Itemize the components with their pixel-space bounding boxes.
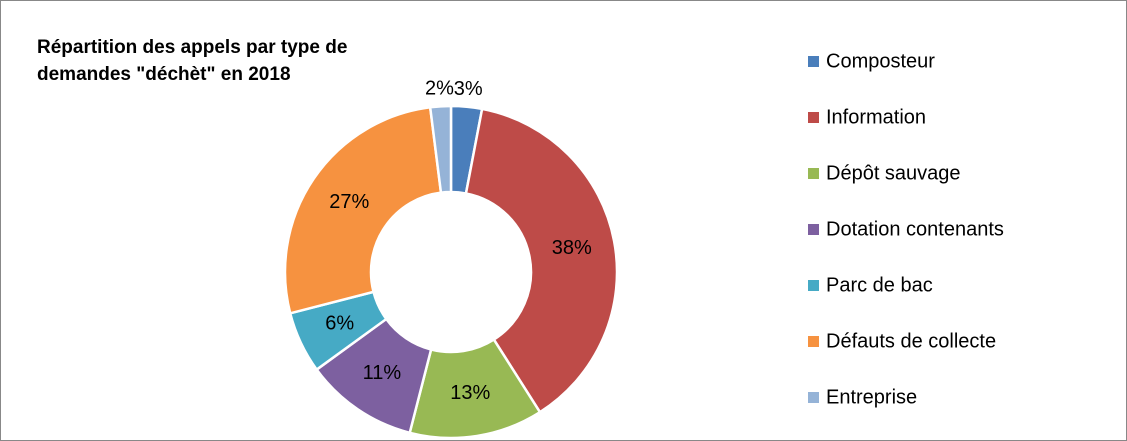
legend-swatch	[808, 168, 819, 179]
donut-slice	[428, 104, 453, 195]
data-label: 2%	[425, 78, 454, 100]
donut-slice	[283, 105, 443, 315]
legend-swatch	[808, 112, 819, 123]
legend-swatch	[808, 56, 819, 67]
legend-label: Dotation contenants	[826, 218, 1004, 240]
legend-label: Entreprise	[826, 386, 917, 408]
legend-label: Parc de bac	[826, 274, 933, 296]
data-label: 11%	[363, 362, 402, 384]
chart-title: Répartition des appels par type de demand…	[37, 37, 347, 85]
legend-swatch	[808, 336, 819, 347]
legend-label: Composteur	[826, 50, 935, 72]
legend-label: Information	[826, 106, 926, 128]
data-label: 27%	[329, 191, 369, 213]
legend-swatch	[808, 280, 819, 291]
legend-label: Défauts de collecte	[826, 330, 996, 352]
legend-label: Dépôt sauvage	[826, 162, 961, 184]
legend-swatch	[808, 392, 819, 403]
data-label: 6%	[325, 313, 354, 335]
donut-slice	[464, 107, 619, 414]
data-label: 38%	[552, 237, 592, 259]
data-label: 3%	[454, 78, 483, 100]
legend-swatch	[808, 224, 819, 235]
data-label: 13%	[450, 382, 490, 404]
